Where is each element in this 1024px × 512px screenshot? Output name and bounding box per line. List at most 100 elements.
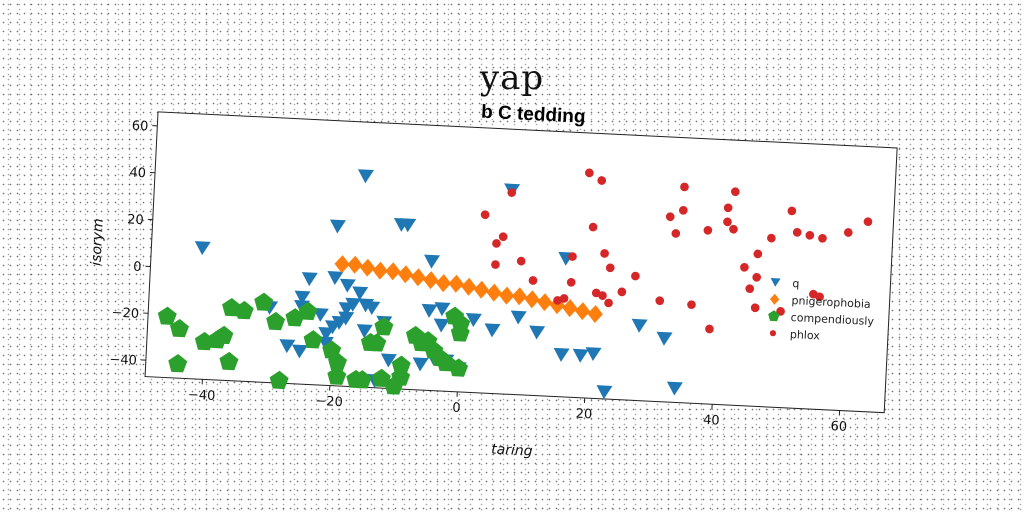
data-point	[752, 272, 762, 282]
data-point	[338, 302, 355, 317]
data-point	[367, 333, 387, 352]
data-point	[516, 256, 526, 266]
data-point	[600, 249, 609, 258]
data-point	[665, 212, 675, 222]
data-point	[421, 303, 438, 318]
data-point	[410, 268, 426, 287]
data-point	[214, 325, 234, 345]
data-point	[234, 300, 254, 320]
data-point	[511, 287, 528, 306]
data-point	[157, 306, 177, 325]
data-point	[528, 276, 538, 285]
data-point	[334, 255, 350, 274]
data-point	[510, 310, 527, 325]
data-point	[529, 325, 546, 340]
data-point	[380, 353, 397, 368]
data-point	[279, 339, 296, 354]
data-point	[671, 229, 681, 238]
data-point	[374, 317, 394, 336]
data-point	[327, 366, 347, 385]
legend-label-phlox: phlox	[790, 328, 821, 342]
data-point	[269, 370, 289, 390]
data-point	[585, 347, 602, 362]
data-point	[412, 357, 429, 372]
data-point	[391, 355, 411, 374]
data-point	[492, 239, 501, 248]
data-point	[559, 294, 569, 303]
chart-title: b C tedding	[481, 102, 586, 128]
data-point	[678, 206, 688, 215]
data-point	[219, 351, 239, 371]
data-point	[537, 293, 553, 312]
data-point	[170, 318, 189, 338]
data-point	[317, 336, 334, 351]
y-tick-label: 40	[129, 166, 146, 182]
data-point	[486, 283, 502, 302]
data-point	[499, 286, 515, 305]
data-point	[562, 299, 578, 318]
data-point	[423, 271, 439, 290]
data-point	[449, 358, 469, 377]
data-point	[347, 255, 363, 274]
data-point	[331, 315, 348, 330]
x-tick-label: −20	[315, 394, 343, 410]
data-point	[818, 233, 827, 243]
data-point	[298, 301, 318, 321]
data-point	[352, 286, 369, 301]
data-point	[473, 280, 490, 299]
legend-label-q: q	[792, 277, 800, 290]
data-point	[356, 324, 373, 339]
data-point	[568, 252, 577, 261]
x-tick-label: 0	[452, 401, 461, 416]
data-point	[792, 228, 802, 237]
data-point	[604, 298, 613, 308]
legend-marker-pnigerophobia	[769, 293, 780, 305]
data-point	[448, 274, 464, 293]
data-point	[357, 169, 374, 184]
series-compendiously	[157, 292, 471, 395]
data-point	[312, 307, 329, 322]
data-point	[843, 228, 853, 237]
data-point	[434, 302, 451, 317]
data-point	[372, 261, 388, 280]
y-tick-label: −20	[111, 306, 139, 322]
data-point	[450, 323, 470, 342]
data-point	[168, 354, 188, 373]
data-point	[318, 326, 335, 341]
legend-marker-phlox	[769, 330, 777, 337]
data-point	[787, 206, 797, 216]
data-point	[433, 318, 450, 333]
data-point	[656, 331, 673, 346]
data-point	[254, 292, 274, 311]
data-point	[815, 292, 824, 302]
data-point	[412, 333, 431, 352]
data-point	[598, 291, 607, 300]
data-point	[585, 168, 594, 178]
data-point	[327, 271, 344, 286]
data-point	[572, 348, 589, 363]
data-point	[753, 249, 763, 259]
data-point	[346, 369, 366, 389]
data-point	[291, 344, 308, 359]
data-point	[303, 330, 323, 349]
data-point	[266, 311, 286, 331]
data-marks	[157, 168, 873, 400]
data-point	[631, 271, 640, 281]
data-point	[435, 274, 452, 293]
data-point	[723, 203, 733, 213]
data-point	[723, 217, 732, 227]
data-point	[507, 188, 517, 197]
data-point	[605, 263, 615, 273]
data-point	[385, 262, 401, 281]
data-point	[491, 260, 500, 269]
data-point	[655, 296, 665, 306]
data-point	[400, 218, 417, 233]
x-axis-label: taring	[491, 442, 533, 460]
data-point	[750, 303, 760, 313]
y-tick-label: 20	[127, 212, 144, 228]
legend-marker-compendiously	[768, 310, 780, 322]
data-point	[397, 265, 414, 284]
data-point	[767, 233, 776, 243]
data-point	[498, 232, 508, 242]
